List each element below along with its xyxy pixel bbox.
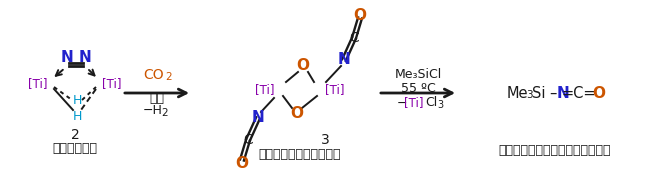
Text: 3: 3: [437, 100, 443, 110]
Text: 3: 3: [526, 90, 532, 100]
Text: O: O: [235, 155, 249, 170]
Text: N: N: [60, 50, 74, 64]
Text: [Ti]: [Ti]: [103, 78, 122, 90]
Text: N: N: [557, 86, 570, 101]
Text: 2: 2: [70, 128, 79, 142]
Text: 二窒素化合物: 二窒素化合物: [52, 142, 98, 155]
Text: O: O: [297, 59, 310, 74]
Text: –: –: [549, 86, 557, 101]
Text: 2: 2: [165, 72, 172, 82]
Text: N: N: [252, 111, 265, 126]
Text: O: O: [354, 7, 366, 22]
Text: =C=: =C=: [561, 86, 596, 101]
Text: Cl: Cl: [425, 97, 437, 109]
Text: H: H: [72, 93, 82, 107]
Text: 3: 3: [321, 133, 330, 147]
Text: N: N: [78, 50, 91, 64]
Text: [Ti]: [Ti]: [325, 83, 345, 97]
Text: 55 ºC: 55 ºC: [401, 82, 436, 94]
Text: 室温: 室温: [149, 92, 165, 105]
Text: −H: −H: [143, 105, 163, 117]
Text: [Ti]: [Ti]: [255, 83, 275, 97]
Text: ジイソシアネート化合物: ジイソシアネート化合物: [259, 149, 341, 162]
Text: [Ti]: [Ti]: [404, 97, 423, 109]
Text: Si: Si: [532, 86, 546, 101]
Text: Me: Me: [507, 86, 528, 101]
Text: C: C: [349, 31, 359, 45]
Text: O: O: [291, 107, 304, 121]
Text: 2: 2: [161, 108, 168, 118]
Text: Me₃SiCl: Me₃SiCl: [395, 69, 442, 82]
Text: O: O: [592, 86, 606, 101]
Text: N: N: [338, 52, 350, 67]
Text: −: −: [397, 97, 407, 109]
Text: H: H: [72, 109, 82, 123]
Text: C: C: [243, 133, 253, 147]
Text: [Ti]: [Ti]: [28, 78, 48, 90]
Text: トリメチルシリルイソシアネート: トリメチルシリルイソシアネート: [498, 145, 611, 158]
Text: CO: CO: [143, 68, 164, 82]
